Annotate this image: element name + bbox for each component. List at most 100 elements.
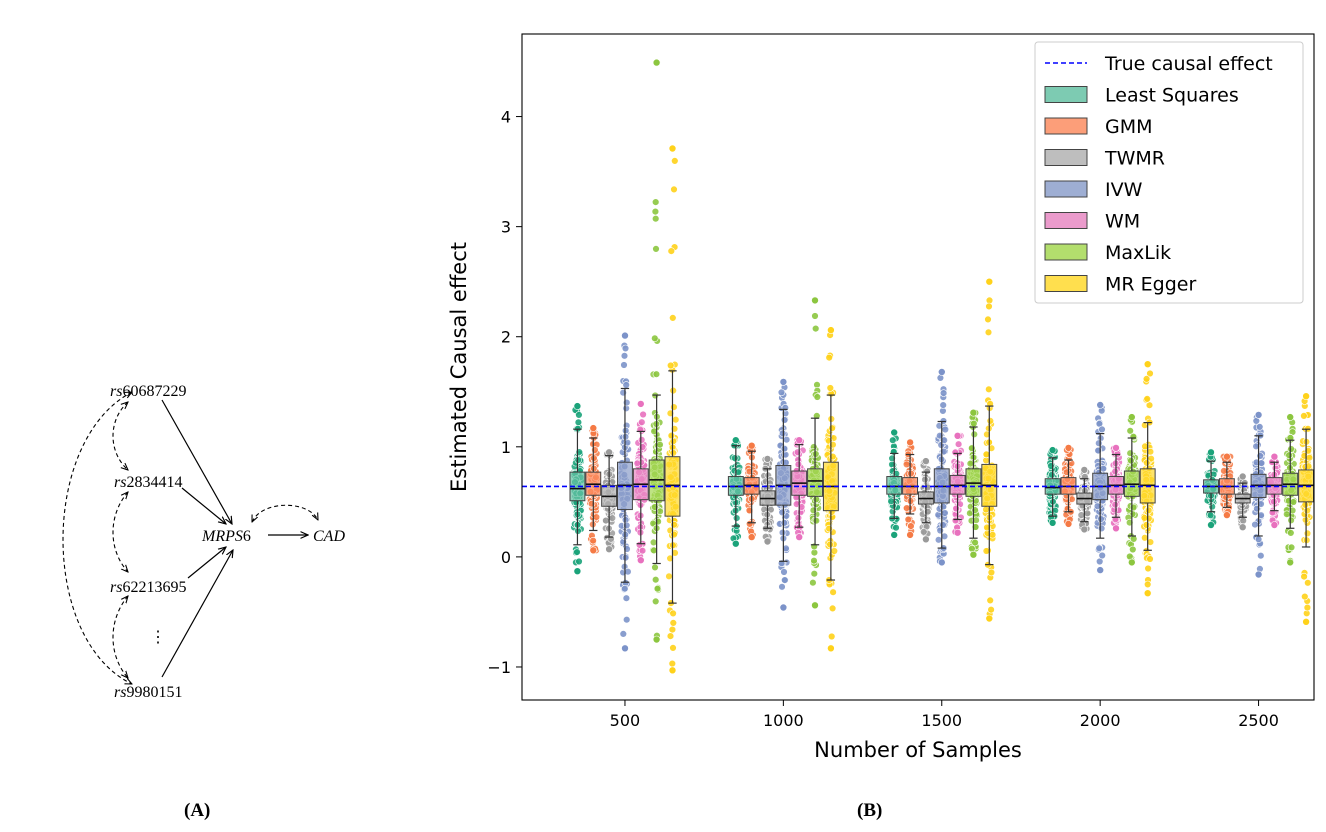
data-point (670, 403, 678, 411)
data-point (1097, 524, 1106, 533)
data-point (622, 521, 631, 530)
node-ellipsis: ⋮ (150, 629, 166, 646)
legend-swatch (1044, 149, 1088, 166)
outlier-point (1206, 511, 1215, 519)
x-tick-label: 2500 (1238, 711, 1279, 730)
max-point (1128, 413, 1136, 421)
y-tick-label: 1 (501, 438, 511, 457)
causal-diagram: rs60687229 rs2834414 rs62213695 rs998015… (62, 383, 345, 701)
data-point (780, 445, 789, 453)
outlier-point (1239, 516, 1247, 525)
outlier-point (575, 557, 583, 566)
outlier-point (987, 605, 995, 614)
outlier-point (939, 389, 948, 397)
data-point (812, 516, 820, 525)
max-point (1238, 472, 1247, 481)
outlier-point (1300, 412, 1308, 420)
data-point (1127, 457, 1135, 465)
max-point (795, 436, 804, 445)
data-point (731, 454, 739, 462)
data-point (1143, 459, 1151, 467)
min-point (652, 635, 661, 644)
outlier-point (971, 538, 979, 547)
outlier-point (1098, 425, 1106, 434)
data-point (1140, 514, 1149, 522)
data-point (1077, 511, 1086, 519)
data-point (1257, 511, 1265, 519)
outlier-point (638, 546, 647, 555)
panel-a-label: (A) (184, 800, 211, 821)
min-point (668, 666, 677, 675)
data-point (1289, 498, 1298, 506)
legend-label: Least Squares (1105, 85, 1239, 107)
data-point (972, 516, 980, 524)
legend-label: MaxLik (1105, 242, 1171, 264)
data-point (809, 506, 818, 514)
data-point (907, 469, 915, 478)
min-point (890, 531, 899, 539)
outlier-point (1126, 427, 1134, 435)
outlier-point (1146, 369, 1154, 378)
data-point (1287, 445, 1295, 453)
outlier-point (1144, 564, 1152, 573)
node-cad: CAD (313, 528, 345, 545)
data-point (1305, 454, 1314, 462)
data-point (650, 427, 658, 435)
box-maxlik-1000 (807, 417, 823, 546)
outlier-point (809, 578, 817, 587)
data-point (986, 417, 994, 425)
legend-label: MR Egger (1105, 274, 1196, 296)
data-point (941, 425, 949, 434)
x-tick-label: 1500 (921, 711, 962, 730)
data-point (669, 449, 677, 457)
box-ivw-1000 (775, 408, 792, 562)
outlier-point (907, 522, 915, 530)
outlier-point (653, 584, 662, 593)
outlier-point (651, 334, 659, 342)
outlier-point (1254, 535, 1263, 543)
data-point (669, 386, 677, 395)
outlier-point (621, 584, 629, 593)
data-point (887, 497, 895, 505)
outlier-point (622, 594, 631, 602)
outlier-point (810, 548, 819, 557)
outlier-point (1287, 543, 1296, 552)
box-mr-egger-1500 (981, 405, 998, 566)
max-point (1080, 466, 1089, 474)
outlier-point (985, 302, 993, 311)
data-point (966, 459, 975, 468)
outlier-point (668, 625, 677, 634)
outlier-point (923, 467, 931, 475)
outlier-point (621, 344, 630, 353)
data-point (1048, 471, 1056, 479)
outlier-point (951, 448, 959, 457)
arc-mrps6-cad (252, 504, 318, 522)
box-twmr-2500 (1234, 482, 1251, 518)
min-point (747, 533, 756, 541)
min-point (1143, 589, 1152, 598)
outlier-point (889, 436, 897, 444)
node-rs60687229: rs60687229 (110, 383, 186, 400)
outlier-point (575, 411, 583, 419)
max-point (922, 457, 930, 465)
data-point (941, 509, 949, 517)
outlier-point (780, 568, 788, 576)
data-point (587, 500, 596, 508)
min-point (1270, 521, 1279, 529)
max-point (827, 326, 835, 334)
max-point (811, 296, 819, 305)
min-point (937, 558, 946, 567)
outlier-point (620, 361, 628, 369)
outlier-point (1142, 375, 1151, 383)
data-point (592, 513, 601, 521)
y-tick-label: −1 (487, 658, 511, 677)
box-body (664, 456, 681, 517)
data-point (1285, 451, 1293, 459)
data-point (1126, 449, 1134, 457)
outlier-point (1129, 545, 1137, 554)
data-point (1099, 464, 1108, 473)
outlier-point (651, 215, 660, 223)
outlier-point (984, 315, 992, 324)
data-point (1252, 442, 1260, 450)
data-point (1146, 538, 1155, 546)
